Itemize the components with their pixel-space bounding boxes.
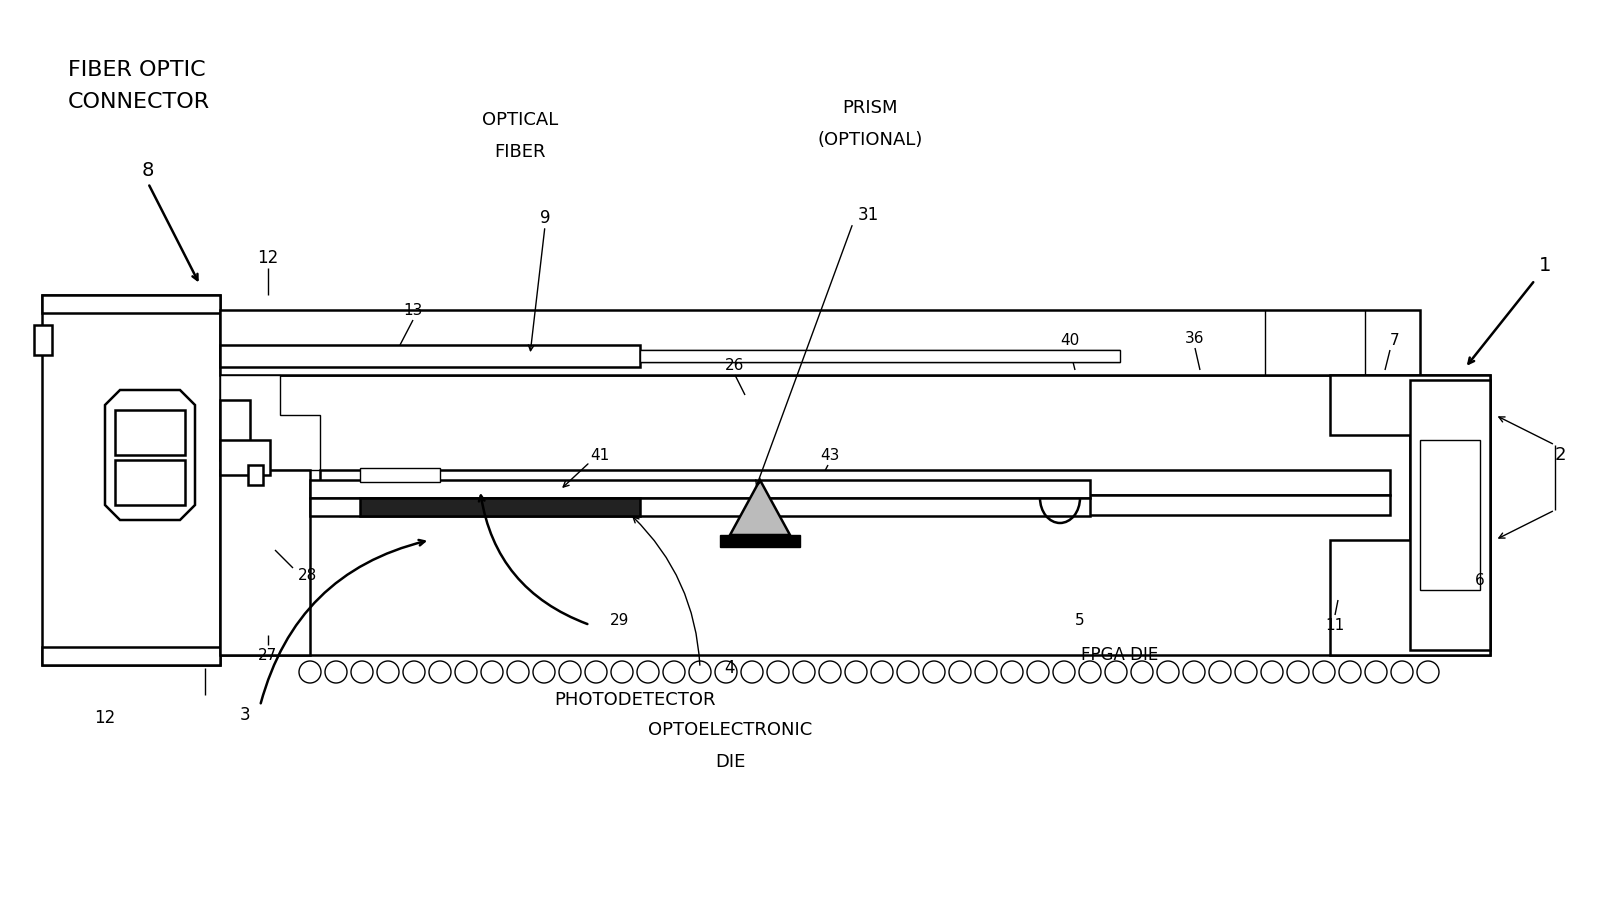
Text: 2: 2: [1555, 446, 1566, 464]
Text: 7: 7: [1390, 332, 1400, 348]
Text: OPTOELECTRONIC: OPTOELECTRONIC: [647, 721, 812, 739]
Bar: [220, 400, 251, 460]
Text: FIBER OPTIC: FIBER OPTIC: [68, 60, 205, 80]
Polygon shape: [220, 375, 320, 470]
Text: 29: 29: [610, 613, 629, 627]
Bar: [42, 295, 220, 665]
Text: 36: 36: [1186, 330, 1205, 346]
Text: 41: 41: [591, 447, 610, 462]
Text: 4: 4: [725, 659, 735, 677]
Bar: [641, 350, 1120, 362]
Text: 9: 9: [540, 209, 550, 227]
Text: CONNECTOR: CONNECTOR: [68, 92, 210, 112]
Bar: [311, 480, 1091, 498]
Bar: [115, 460, 184, 505]
Bar: [248, 465, 264, 485]
Text: 1: 1: [1539, 255, 1552, 274]
Text: 3: 3: [239, 706, 251, 724]
Bar: [311, 498, 1091, 516]
Text: PRISM: PRISM: [843, 99, 898, 117]
Text: 11: 11: [1325, 617, 1345, 633]
Text: 27: 27: [259, 647, 278, 662]
Bar: [720, 535, 799, 547]
Text: 13: 13: [403, 302, 422, 318]
Text: 8: 8: [142, 160, 154, 179]
Text: (OPTIONAL): (OPTIONAL): [817, 131, 922, 149]
Bar: [359, 498, 641, 516]
Text: 43: 43: [820, 447, 840, 462]
Bar: [42, 647, 220, 665]
Text: 31: 31: [858, 206, 879, 224]
Bar: [220, 345, 641, 367]
Polygon shape: [730, 480, 790, 535]
Bar: [1409, 380, 1490, 650]
Bar: [220, 310, 1421, 375]
Text: PHOTODETECTOR: PHOTODETECTOR: [555, 691, 715, 709]
Bar: [320, 470, 1390, 495]
Text: 12: 12: [257, 249, 278, 267]
Text: FIBER: FIBER: [493, 143, 545, 161]
Bar: [115, 410, 184, 455]
Text: 28: 28: [298, 567, 317, 583]
Polygon shape: [220, 470, 311, 655]
Polygon shape: [220, 375, 1490, 655]
Text: 5: 5: [1076, 613, 1084, 627]
Bar: [42, 295, 220, 313]
Text: DIE: DIE: [715, 753, 746, 771]
Text: 6: 6: [1476, 573, 1485, 587]
Polygon shape: [1330, 375, 1490, 655]
Text: 26: 26: [725, 357, 744, 373]
Text: 12: 12: [94, 709, 115, 727]
Bar: [359, 468, 440, 482]
Text: FPGA DIE: FPGA DIE: [1081, 646, 1158, 664]
Bar: [220, 440, 270, 475]
Text: OPTICAL: OPTICAL: [482, 111, 558, 129]
Bar: [34, 325, 52, 355]
Bar: [1421, 440, 1480, 590]
Text: 40: 40: [1060, 332, 1079, 348]
Bar: [320, 495, 1390, 515]
Polygon shape: [105, 390, 196, 520]
